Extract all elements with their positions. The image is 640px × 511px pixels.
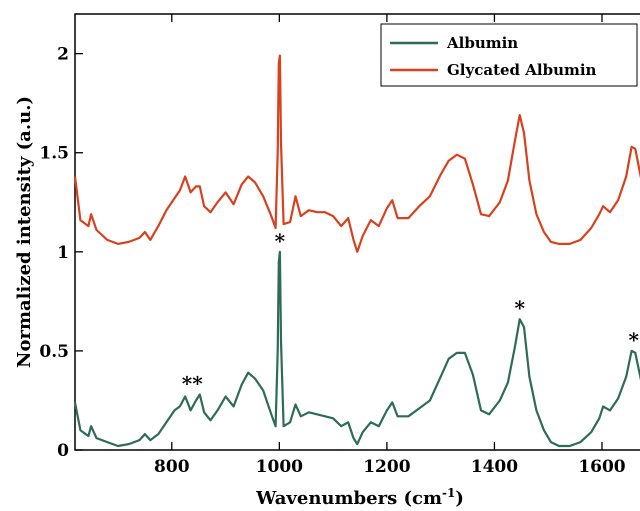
peak-annotations: ***** xyxy=(182,229,640,396)
x-axis-label: Wavenumbers (cm-1) xyxy=(255,486,464,509)
legend-box xyxy=(380,23,638,87)
peak-marker: * xyxy=(514,296,525,320)
legend: Albumin Glycated Albumin xyxy=(380,23,638,87)
series-line-albumin xyxy=(73,250,640,448)
legend-label-albumin: Albumin xyxy=(446,34,518,52)
x-tick-label: 1600 xyxy=(578,457,625,477)
x-tick-label: 800 xyxy=(154,457,190,477)
peak-marker: * xyxy=(628,328,639,352)
series-line-glycated-albumin xyxy=(73,54,640,253)
legend-label-glycated-albumin: Glycated Albumin xyxy=(447,61,597,79)
x-tick-label: 1400 xyxy=(471,457,518,477)
x-tick-label: 1200 xyxy=(363,457,410,477)
y-tick-label: 1.5 xyxy=(39,144,69,164)
series-layer xyxy=(73,54,640,448)
y-tick-label: 0 xyxy=(57,441,69,461)
x-axis-label-close: ) xyxy=(455,488,464,509)
y-tick-label: 0.5 xyxy=(39,342,69,362)
axis-ticks: 800 1000 1200 1400 1600 0 0.5 1 1.5 2 xyxy=(39,14,626,477)
peak-marker: * xyxy=(275,229,286,253)
x-axis-label-superscript: -1 xyxy=(442,486,455,500)
y-axis-label: Normalized intensity (a.u.) xyxy=(14,96,35,368)
peak-marker: ** xyxy=(182,372,203,396)
x-tick-label: 1000 xyxy=(256,457,303,477)
x-axis-label-text: Wavenumbers (cm xyxy=(255,488,442,509)
y-tick-label: 2 xyxy=(57,45,69,65)
plot-area xyxy=(74,13,640,451)
y-tick-label: 1 xyxy=(57,243,69,263)
